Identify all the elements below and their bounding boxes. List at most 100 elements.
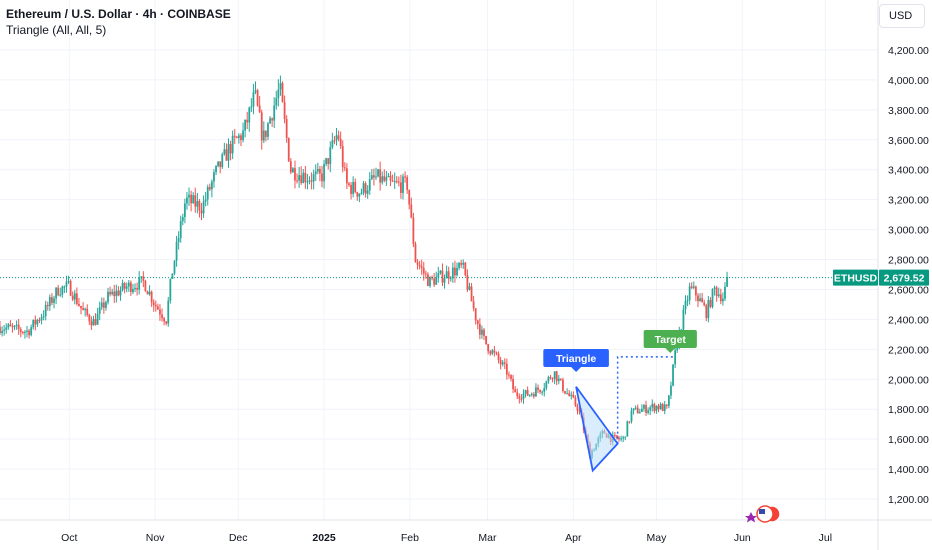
candle-body (489, 351, 492, 354)
candle-body (711, 288, 714, 307)
y-tick-label: 2,600.00 (888, 284, 929, 296)
candle-body (92, 319, 95, 326)
candle-body (204, 199, 207, 202)
candle-body (566, 393, 568, 395)
candle-body (672, 364, 674, 386)
candle-body (244, 119, 247, 131)
candle-body (0, 326, 1, 334)
candle-body (321, 173, 323, 182)
candle-body (574, 397, 577, 406)
indicator-legend[interactable]: Triangle (All, All, 5) (6, 23, 107, 37)
candle-body (539, 389, 541, 392)
y-tick-label: 2,200.00 (888, 344, 929, 356)
y-tick-label: 4,000.00 (888, 75, 929, 87)
candle-body (67, 281, 70, 283)
candle-body (132, 289, 134, 293)
candle-body (177, 238, 180, 242)
candle-body (630, 410, 633, 422)
candle-body (526, 390, 529, 396)
candle-body (179, 221, 182, 239)
candle-body (653, 404, 656, 411)
candle-body (156, 306, 159, 310)
candle-body (300, 175, 303, 184)
candle-body (460, 262, 463, 265)
candle-body (717, 294, 720, 296)
candle-body (173, 260, 176, 274)
candle-body (333, 140, 336, 142)
currency-selector[interactable]: USD (879, 4, 925, 28)
candle-body (304, 172, 307, 183)
candle-body (294, 168, 296, 181)
candle-body (360, 192, 363, 194)
candle-body (248, 107, 251, 123)
candle-body (240, 135, 242, 141)
candle-body (59, 294, 62, 296)
candle-body (121, 283, 124, 291)
candle-body (206, 187, 209, 200)
candle-body (420, 266, 423, 268)
y-tick-label: 3,200.00 (888, 195, 929, 207)
candle-body (503, 362, 506, 364)
candle-body (381, 176, 384, 183)
candle-body (19, 329, 22, 332)
candle-body (51, 297, 53, 303)
candle-body (578, 410, 581, 412)
candle-body (537, 387, 539, 390)
candle-body (213, 172, 215, 182)
candle-body (524, 390, 527, 394)
y-tick-label: 3,600.00 (888, 135, 929, 147)
candle-body (726, 277, 728, 287)
candle-body (208, 187, 211, 190)
candle-body (354, 182, 357, 193)
candle-body (543, 388, 546, 392)
candle-body (433, 278, 436, 285)
candle-body (418, 264, 421, 267)
target-label-bg (643, 330, 697, 348)
triangle-pattern[interactable] (575, 386, 619, 473)
symbol-title[interactable]: Ethereum / U.S. Dollar · 4h · COINBASE (6, 7, 231, 21)
y-tick-label: 3,800.00 (888, 105, 929, 117)
target-label-pointer (665, 348, 676, 353)
x-tick-label: Jul (819, 532, 832, 544)
candle-body (366, 190, 369, 194)
candle-body (13, 325, 16, 327)
candle-body (113, 291, 116, 297)
candle-body (105, 302, 107, 308)
candle-body (111, 291, 114, 295)
candle-body (391, 180, 394, 182)
symbol-tag-bg (833, 269, 878, 286)
candle-body (462, 262, 465, 265)
candle-body (96, 313, 99, 325)
triangle-label[interactable]: Triangle (543, 349, 609, 372)
candle-body (454, 267, 456, 276)
candle-body (291, 168, 294, 173)
candle-body (620, 438, 623, 440)
target-projection (616, 356, 676, 444)
candle-body (233, 135, 236, 137)
candle-body (100, 302, 103, 308)
candle-body (400, 182, 402, 193)
candle-body (296, 180, 298, 182)
candle-body (424, 273, 427, 275)
candle-body (80, 305, 82, 309)
y-tick-label: 3,000.00 (888, 225, 929, 237)
candle-body (634, 407, 637, 409)
y-tick-label: 1,400.00 (888, 464, 929, 476)
candle-body (144, 280, 147, 292)
candle-body (287, 138, 290, 162)
candle-body (171, 273, 174, 279)
candle-body (283, 101, 286, 120)
candle-body (703, 302, 706, 306)
candle-body (15, 324, 18, 326)
candle-body (532, 394, 535, 397)
economic-events-icon[interactable] (745, 505, 781, 523)
candle-body (713, 287, 716, 289)
target-label[interactable]: Target (643, 330, 697, 353)
candle-body (501, 362, 504, 365)
candle-body (370, 175, 373, 180)
candle-body (198, 201, 201, 211)
candle-body (194, 195, 197, 207)
candle-body (146, 291, 149, 295)
